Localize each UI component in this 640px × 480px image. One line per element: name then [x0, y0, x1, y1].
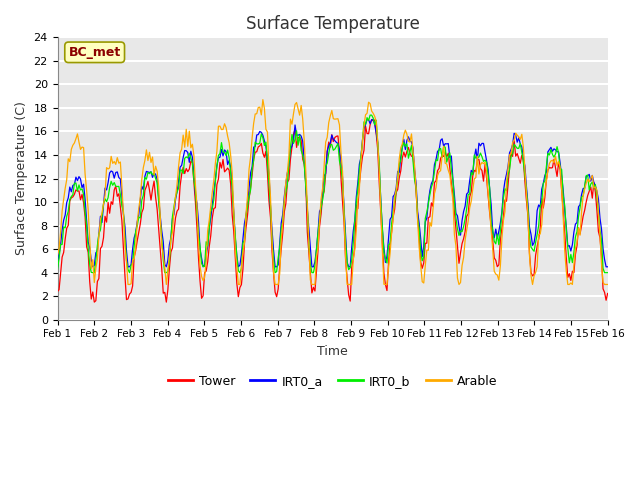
X-axis label: Time: Time — [317, 345, 348, 358]
Text: BC_met: BC_met — [68, 46, 121, 59]
Y-axis label: Surface Temperature (C): Surface Temperature (C) — [15, 102, 28, 255]
Title: Surface Temperature: Surface Temperature — [246, 15, 419, 33]
Legend: Tower, IRT0_a, IRT0_b, Arable: Tower, IRT0_a, IRT0_b, Arable — [163, 370, 502, 393]
